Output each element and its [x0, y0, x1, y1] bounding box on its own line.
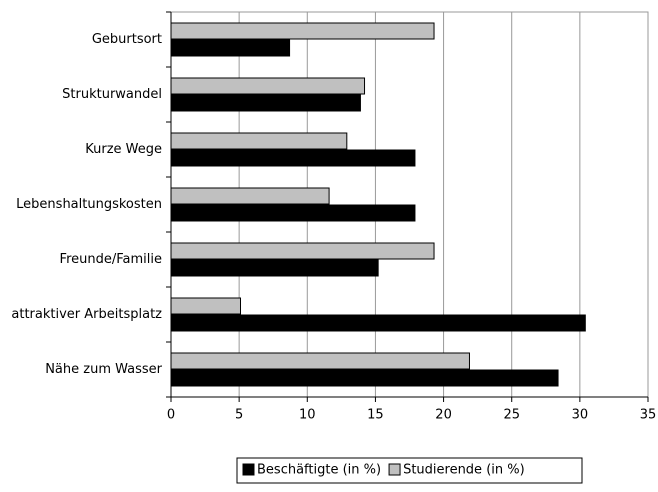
- bar: [170, 259, 379, 277]
- x-tick-label: 0: [167, 408, 175, 423]
- bar: [170, 242, 435, 260]
- x-tick-label: 35: [640, 408, 657, 423]
- bar: [170, 39, 291, 57]
- legend-swatch: [242, 463, 255, 476]
- x-tick-label: 20: [435, 408, 452, 423]
- bar: [170, 77, 366, 95]
- x-tick-label: 30: [572, 408, 589, 423]
- x-tick-label: 10: [299, 408, 316, 423]
- y-tick-label: Lebenshaltungskosten: [16, 197, 162, 212]
- legend-box: [236, 457, 583, 484]
- legend-label: Studierende (in %): [403, 463, 525, 478]
- bar: [170, 22, 435, 40]
- bar: [170, 94, 361, 112]
- y-tick-label: Geburtsort: [92, 32, 162, 47]
- y-tick-label: Nähe zum Wasser: [45, 362, 162, 377]
- x-tick-label: 5: [235, 408, 243, 423]
- bar: [170, 187, 330, 205]
- legend-swatch: [388, 463, 401, 476]
- y-tick-label: attraktiver Arbeitsplatz: [11, 307, 162, 322]
- y-tick-label: Strukturwandel: [62, 87, 162, 102]
- y-tick-label: Kurze Wege: [85, 142, 162, 157]
- bar: [170, 314, 586, 332]
- bar: [170, 149, 416, 167]
- x-tick-label: 25: [503, 408, 520, 423]
- bar: [170, 352, 470, 370]
- x-tick-label: 15: [367, 408, 384, 423]
- bar: [170, 297, 242, 315]
- bar: [170, 132, 348, 150]
- bar: [170, 369, 559, 387]
- bar: [170, 204, 416, 222]
- legend-label: Beschäftigte (in %): [257, 463, 381, 478]
- y-tick-label: Freunde/Familie: [60, 252, 162, 267]
